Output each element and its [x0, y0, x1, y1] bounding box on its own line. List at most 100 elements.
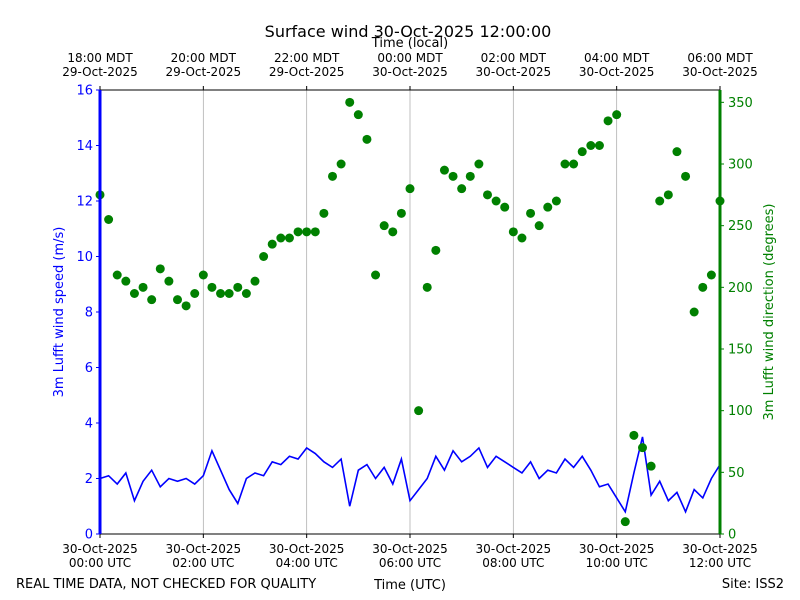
direction-point [328, 171, 337, 181]
y-tick-label: 6 [85, 361, 93, 376]
x-tick-label: 30-Oct-2025 08:00 UTC [475, 542, 552, 570]
y2-tick-label: 300 [728, 158, 753, 173]
y-tick-label: 4 [85, 417, 93, 432]
direction-point [155, 264, 165, 274]
y2-tick-label: 150 [728, 343, 753, 358]
x2-tick-label: 06:00 MDT 30-Oct-2025 [682, 51, 758, 79]
direction-point [638, 443, 647, 453]
direction-point [560, 159, 570, 169]
direction-point [569, 159, 579, 169]
direction-point [104, 215, 114, 224]
direction-point [190, 289, 200, 298]
direction-point [181, 301, 191, 311]
y-tick-label: 12 [76, 195, 93, 210]
y2-axis-label: 3m Lufft wind direction (degrees) [762, 204, 777, 421]
direction-point [543, 202, 553, 212]
direction-point [439, 165, 449, 175]
y2-tick-label: 350 [728, 96, 753, 111]
direction-point [603, 116, 613, 126]
site-label: Site: ISS2 [722, 577, 784, 592]
direction-point [207, 282, 217, 292]
y2-tick-label: 200 [728, 281, 753, 296]
direction-point [577, 147, 587, 157]
direction-point [198, 270, 208, 280]
direction-point [629, 430, 639, 440]
direction-point [336, 159, 346, 169]
direction-point [405, 184, 415, 194]
direction-point [655, 196, 665, 206]
direction-point [483, 190, 492, 200]
direction-point [448, 171, 458, 181]
direction-point [689, 307, 699, 317]
direction-point [414, 406, 424, 416]
direction-point [250, 276, 260, 286]
x-tick-label: 30-Oct-2025 06:00 UTC [372, 542, 448, 570]
direction-point [551, 196, 561, 206]
direction-point [319, 208, 329, 218]
direction-point [526, 208, 536, 218]
y-axis-label: 3m Lufft wind speed (m/s) [52, 227, 67, 398]
direction-point [302, 227, 312, 237]
x2-tick-label: 00:00 MDT 30-Oct-2025 [372, 51, 448, 79]
direction-point [491, 196, 501, 206]
x2-tick-label: 20:00 MDT 29-Oct-2025 [165, 51, 242, 79]
y2-tick-label: 50 [728, 466, 745, 481]
direction-point [517, 233, 527, 243]
direction-point [371, 270, 381, 280]
y-tick-label: 2 [85, 472, 93, 487]
direction-point [396, 208, 406, 218]
footnote: REAL TIME DATA, NOT CHECKED FOR QUALITY [16, 577, 316, 592]
direction-point [646, 461, 656, 471]
direction-point [465, 171, 475, 181]
direction-point [310, 227, 320, 237]
direction-point [500, 202, 510, 212]
direction-point [173, 295, 182, 305]
direction-point [147, 295, 157, 305]
direction-point [164, 276, 174, 286]
direction-point [353, 110, 363, 120]
direction-point [431, 245, 441, 255]
direction-point [457, 184, 467, 194]
x-axis-label: Time (UTC) [373, 578, 446, 593]
x2-axis-label: Time (local) [371, 36, 448, 51]
x-tick-label: 30-Oct-2025 12:00 UTC [682, 542, 758, 570]
direction-point [388, 227, 398, 237]
x2-tick-label: 22:00 MDT 29-Oct-2025 [268, 51, 345, 79]
direction-point [233, 282, 243, 292]
speed-line [99, 436, 721, 514]
direction-point [681, 171, 691, 181]
y-tick-label: 0 [85, 528, 93, 543]
y-tick-label: 16 [76, 84, 93, 99]
chart-title: Surface wind 30-Oct-2025 12:00:00 [265, 22, 552, 41]
direction-point [672, 147, 682, 157]
direction-point [129, 289, 139, 298]
direction-point [612, 110, 622, 120]
x2-tick-label: 04:00 MDT 30-Oct-2025 [578, 51, 655, 79]
direction-point [224, 289, 234, 298]
direction-point [259, 252, 269, 261]
direction-point [362, 134, 372, 144]
x2-tick-label: 18:00 MDT 29-Oct-2025 [62, 51, 138, 79]
direction-point [422, 282, 432, 292]
direction-point [706, 270, 716, 280]
direction-point [121, 276, 131, 286]
direction-point [534, 221, 544, 231]
x-tick-label: 30-Oct-2025 00:00 UTC [62, 542, 138, 570]
y-tick-label: 14 [76, 139, 93, 154]
direction-point [698, 282, 708, 292]
x-tick-label: 30-Oct-2025 10:00 UTC [578, 542, 655, 570]
direction-point [586, 141, 596, 150]
direction-point [112, 270, 122, 280]
y-tick-label: 10 [76, 250, 93, 265]
direction-point [620, 517, 630, 527]
direction-point [284, 233, 294, 243]
y-tick-label: 8 [85, 306, 93, 321]
direction-point [345, 97, 355, 107]
direction-point [663, 190, 673, 200]
x-tick-label: 30-Oct-2025 04:00 UTC [268, 542, 345, 570]
y2-tick-label: 250 [728, 219, 753, 234]
direction-point [241, 289, 251, 298]
direction-point [216, 289, 226, 298]
